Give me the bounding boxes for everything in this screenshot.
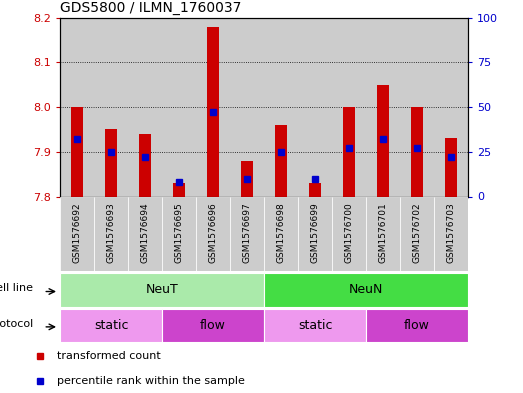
Bar [230,196,264,271]
Bar [94,196,128,271]
Text: GSM1576699: GSM1576699 [311,202,320,263]
Bar [196,18,230,196]
Text: GDS5800 / ILMN_1760037: GDS5800 / ILMN_1760037 [60,1,242,15]
Bar [275,125,287,196]
Bar [434,196,468,271]
Bar [309,183,321,196]
Text: GSM1576700: GSM1576700 [345,202,354,263]
Bar [264,196,298,271]
Bar [377,85,389,196]
Text: cell line: cell line [0,283,33,293]
Text: static: static [298,319,332,332]
Bar [71,107,83,196]
Bar [105,129,117,196]
Bar [60,273,264,307]
Bar [128,18,162,196]
Text: GSM1576702: GSM1576702 [413,202,422,263]
Bar [332,196,366,271]
Bar [343,107,355,196]
Text: GSM1576695: GSM1576695 [175,202,184,263]
Bar [264,273,468,307]
Bar [207,27,219,196]
Text: flow: flow [404,319,430,332]
Bar [366,18,400,196]
Text: GSM1576694: GSM1576694 [141,202,150,263]
Bar [60,309,162,342]
Bar [332,18,366,196]
Bar [139,134,151,196]
Text: NeuT: NeuT [146,283,178,296]
Text: GSM1576696: GSM1576696 [209,202,218,263]
Bar [60,18,94,196]
Text: NeuN: NeuN [349,283,383,296]
Text: GSM1576692: GSM1576692 [73,202,82,263]
Bar [94,18,128,196]
Bar [366,309,468,342]
Text: percentile rank within the sample: percentile rank within the sample [57,376,245,386]
Bar [264,309,366,342]
Bar [400,18,434,196]
Bar [162,309,264,342]
Bar [264,18,298,196]
Bar [162,18,196,196]
Text: flow: flow [200,319,226,332]
Text: GSM1576697: GSM1576697 [243,202,252,263]
Bar [162,196,196,271]
Bar [196,196,230,271]
Bar [366,196,400,271]
Bar [60,196,94,271]
Bar [400,196,434,271]
Bar [298,18,332,196]
Bar [173,183,185,196]
Text: static: static [94,319,128,332]
Text: GSM1576693: GSM1576693 [107,202,116,263]
Bar [230,18,264,196]
Bar [241,161,253,196]
Bar [298,196,332,271]
Bar [128,196,162,271]
Text: GSM1576701: GSM1576701 [379,202,388,263]
Bar [434,18,468,196]
Bar [411,107,423,196]
Text: protocol: protocol [0,319,33,329]
Bar [445,138,457,196]
Text: GSM1576698: GSM1576698 [277,202,286,263]
Text: GSM1576703: GSM1576703 [447,202,456,263]
Text: transformed count: transformed count [57,351,161,361]
